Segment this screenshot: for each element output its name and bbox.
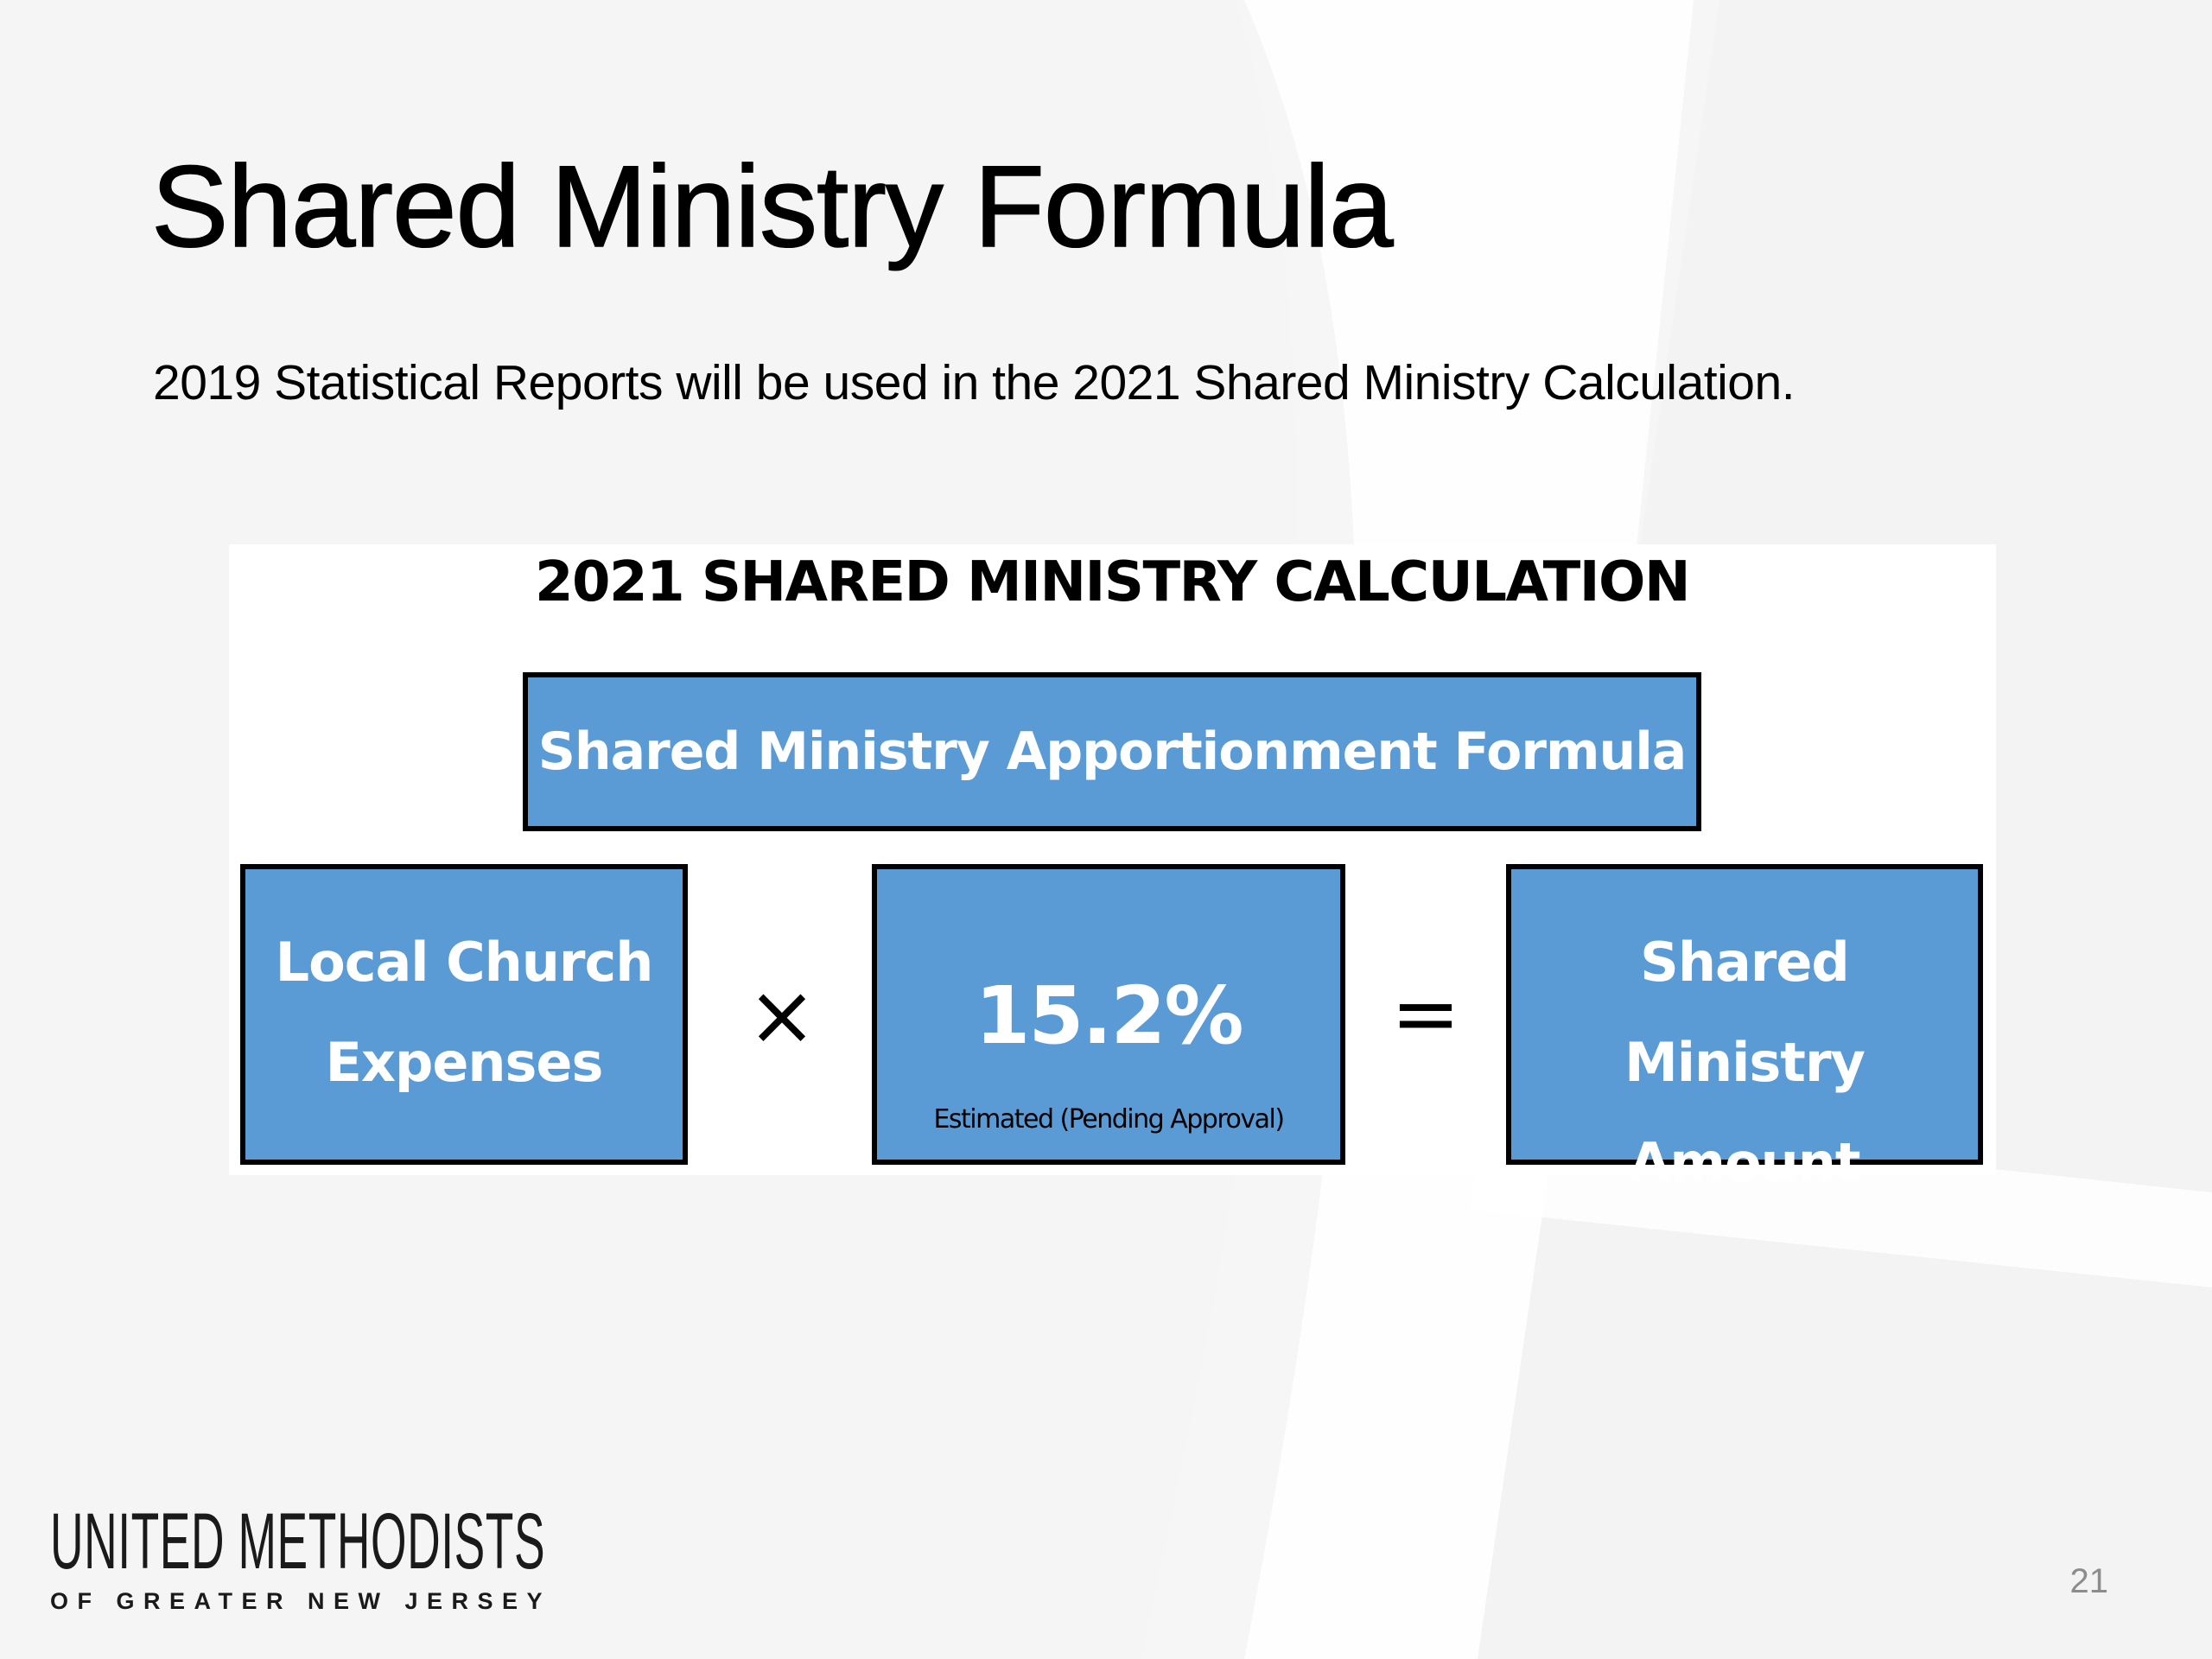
logo-main-text: UNITED METHODISTS (50, 1497, 546, 1586)
page-number: 21 (2069, 1562, 2109, 1600)
local-church-expenses-line2: Expenses (325, 1031, 604, 1094)
umc-gnj-logo: UNITED METHODISTS OF GREATER NEW JERSEY (50, 1502, 904, 1614)
formula-diagram: 2021 SHARED MINISTRY CALCULATION Shared … (229, 544, 1996, 1194)
shared-ministry-amount-box: Shared Ministry Amount (1506, 864, 1983, 1194)
percentage-note: Estimated (Pending Approval) (933, 1104, 1285, 1135)
percentage-value: 15.2% (975, 969, 1243, 1062)
shared-ministry-amount-line1: Shared Ministry (1624, 931, 1866, 1094)
apportionment-formula-box: Shared Ministry Apportionment Formula (523, 672, 1701, 831)
percentage-box: 15.2% Estimated (Pending Approval) (872, 864, 1345, 1165)
multiply-operator: × (747, 967, 817, 1064)
logo-sub-text: OF GREATER NEW JERSEY (50, 1588, 552, 1614)
local-church-expenses-line1: Local Church (275, 931, 654, 994)
equals-operator: = (1390, 965, 1461, 1062)
slide-subtitle: 2019 Statistical Reports will be used in… (153, 355, 1796, 410)
shared-ministry-amount-line2: Amount (1629, 1131, 1860, 1194)
local-church-expenses-box: Local Church Expenses (240, 864, 688, 1165)
slide-title: Shared Ministry Formula (150, 142, 1394, 272)
diagram-title: 2021 SHARED MINISTRY CALCULATION (534, 550, 1691, 614)
